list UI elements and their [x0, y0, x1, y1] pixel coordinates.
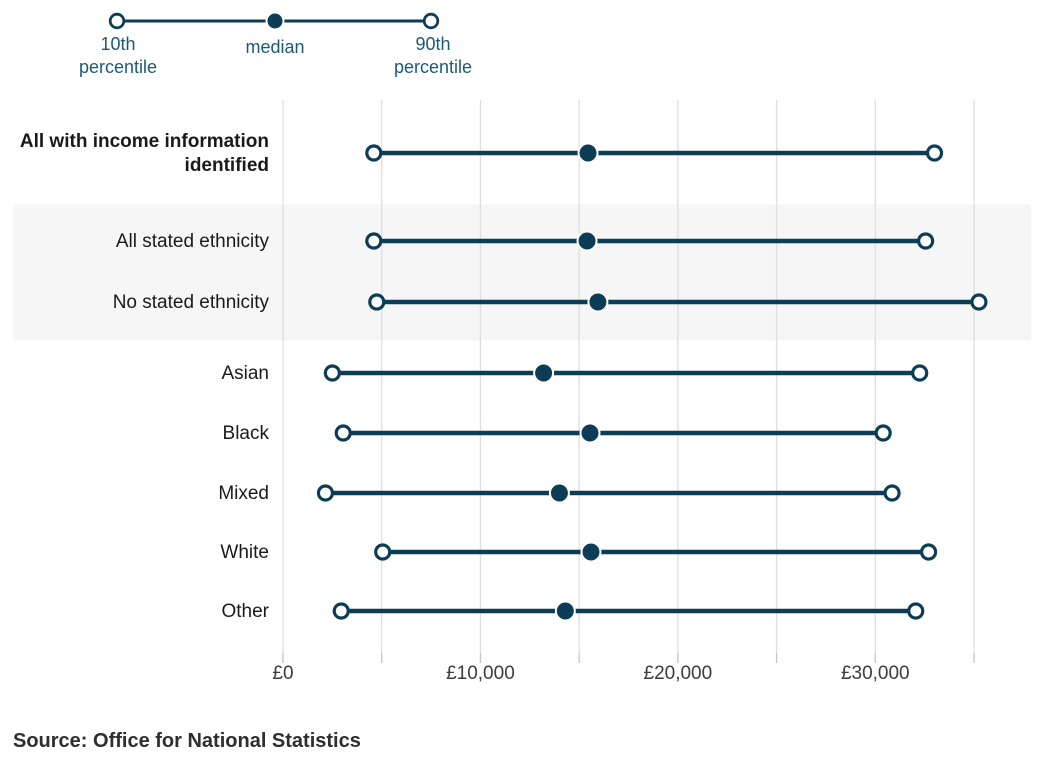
- category-label: No stated ethnicity: [112, 292, 269, 313]
- category-label: Asian: [221, 363, 269, 384]
- dot-median: [533, 362, 555, 384]
- dot-90th-percentile: [907, 602, 925, 620]
- dot-median: [587, 291, 609, 313]
- dumbbell-row: [365, 142, 944, 164]
- dumbbell-row: [368, 291, 988, 313]
- dot-10th-percentile: [316, 484, 335, 502]
- category-label: Mixed: [218, 483, 269, 504]
- dumbbell-row: [334, 422, 892, 444]
- dot-10th-percentile: [374, 543, 392, 561]
- dot-median: [548, 482, 570, 504]
- highlight-band: [13, 204, 1031, 341]
- dumbbell-row: [316, 482, 901, 504]
- dot-90th-percentile: [917, 232, 935, 250]
- category-label: All stated ethnicity: [115, 231, 269, 252]
- dot-10th-percentile: [365, 144, 383, 162]
- legend-median-marker-icon: [265, 11, 285, 31]
- legend-10th-percentile-marker-icon: [108, 12, 126, 30]
- dot-median: [576, 230, 598, 252]
- dot-90th-percentile: [874, 424, 892, 442]
- dot-median: [577, 142, 599, 164]
- dot-90th-percentile: [883, 484, 901, 502]
- x-axis-label: £20,000: [643, 663, 713, 684]
- x-axis-label: £0: [272, 663, 294, 684]
- category-label: Other: [221, 601, 269, 622]
- x-axis-label: £30,000: [840, 663, 910, 684]
- legend-label-10th-percentile: 10th percentile: [78, 34, 158, 77]
- legend-label-90th-percentile: 90th percentile: [393, 34, 473, 77]
- source-attribution: Source: Office for National Statistics: [13, 730, 361, 752]
- dumbbell-row: [332, 600, 925, 622]
- dot-median: [579, 422, 601, 444]
- dot-90th-percentile: [919, 543, 938, 561]
- x-axis-label: £10,000: [446, 663, 515, 684]
- dot-10th-percentile: [334, 424, 352, 442]
- legend-label-median: median: [245, 37, 305, 57]
- dot-10th-percentile: [368, 293, 386, 311]
- dot-90th-percentile: [970, 293, 988, 311]
- dumbbell-row: [323, 362, 929, 384]
- dumbbell-row: [374, 541, 938, 563]
- dumbbell-row: [365, 230, 935, 252]
- category-label: White: [220, 542, 269, 563]
- dot-median: [554, 600, 576, 622]
- dot-median: [580, 541, 602, 563]
- category-label: Black: [222, 423, 269, 444]
- dot-10th-percentile: [365, 232, 383, 250]
- legend-90th-percentile-marker-icon: [422, 12, 440, 30]
- dot-90th-percentile: [925, 144, 944, 162]
- dot-10th-percentile: [323, 364, 341, 382]
- dot-90th-percentile: [911, 364, 929, 382]
- dot-10th-percentile: [332, 602, 350, 620]
- legend-graphic: [108, 11, 440, 31]
- category-label: All with income information identified: [19, 131, 269, 176]
